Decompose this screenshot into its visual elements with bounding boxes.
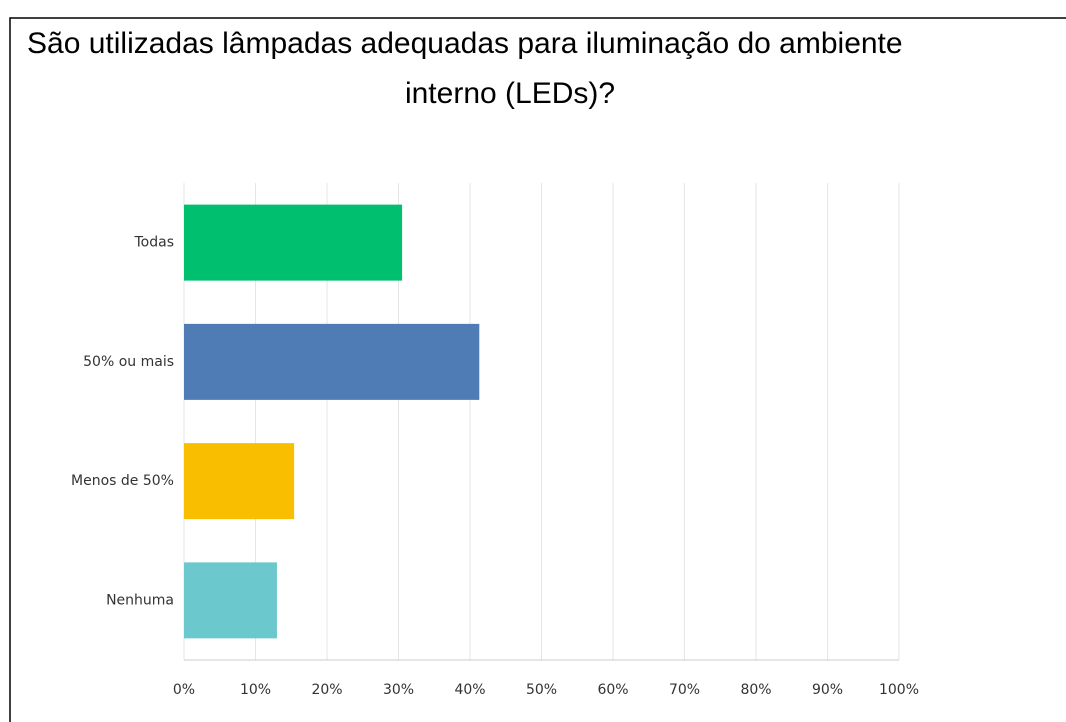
y-tick-label: Todas	[134, 235, 175, 251]
x-tick-label: 70%	[669, 682, 700, 698]
bar	[184, 323, 480, 400]
x-tick-label: 0%	[173, 682, 195, 698]
x-tick-label: 50%	[526, 682, 557, 698]
frame	[9, 17, 1066, 722]
y-tick-label: Menos de 50%	[71, 473, 174, 489]
y-tick-label: 50% ou mais	[83, 354, 174, 370]
x-tick-label: 60%	[597, 682, 628, 698]
bar	[184, 562, 277, 639]
x-tick-label: 100%	[879, 682, 919, 698]
bar	[184, 204, 403, 281]
bar	[184, 443, 295, 520]
chart-title: São utilizadas lâmpadas adequadas para i…	[27, 27, 903, 60]
x-tick-label: 10%	[240, 682, 271, 698]
chart-title: interno (LEDs)?	[405, 77, 615, 110]
x-tick-label: 20%	[311, 682, 342, 698]
x-tick-label: 80%	[740, 682, 771, 698]
x-tick-label: 30%	[383, 682, 414, 698]
x-tick-label: 90%	[812, 682, 843, 698]
x-tick-label: 40%	[454, 682, 485, 698]
y-tick-label: Nenhuma	[106, 592, 174, 608]
